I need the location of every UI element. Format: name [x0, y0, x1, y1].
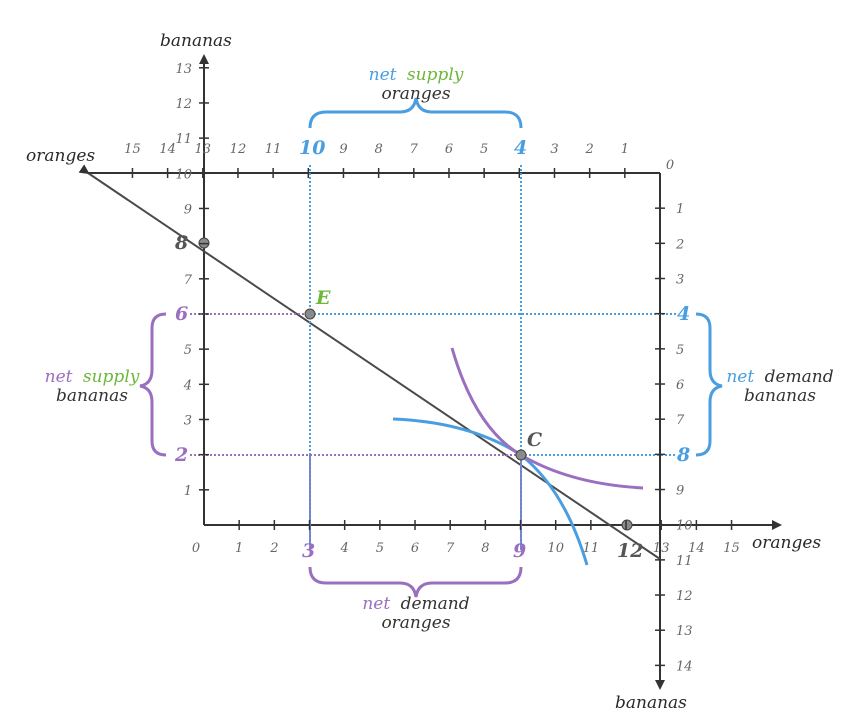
brace-right-word-net: net	[726, 367, 754, 387]
axis-title-bananas-top: bananas	[160, 31, 232, 51]
bottom-ticks: 0 1 2 4 5 6 7 8 10 11 13 14 15	[192, 520, 740, 556]
tick-label-right-9: 9	[676, 484, 684, 499]
value-top-10: 10	[299, 137, 325, 159]
brace-left	[139, 312, 167, 457]
value-top-4: 4	[514, 137, 527, 159]
axis-title-oranges-left: oranges	[26, 146, 95, 166]
tick-label-bottom-0: 0	[192, 541, 200, 556]
brace-right	[695, 312, 723, 457]
tick-label-top-1: 1	[621, 142, 629, 157]
tick-label-left-11: 11	[175, 132, 192, 147]
tick-label-left-5: 5	[184, 343, 192, 358]
tick-label-top-13: 13	[195, 142, 212, 157]
tick-label-bottom-7: 7	[446, 541, 455, 556]
point-c	[515, 449, 527, 461]
tick-label-top-9: 9	[339, 142, 347, 157]
tick-label-bottom-14: 14	[688, 541, 705, 556]
tick-label-bottom-11: 11	[583, 541, 600, 556]
tick-label-right-11: 11	[676, 554, 693, 569]
tick-label-left-9: 9	[184, 202, 192, 217]
tick-label-right-14: 14	[676, 659, 693, 674]
tick-label-bottom-15: 15	[723, 541, 740, 556]
value-bottom-9: 9	[513, 540, 526, 562]
brace-left-word-net: net	[45, 367, 73, 387]
tick-label-bottom-4: 4	[340, 541, 349, 556]
tick-label-bottom-2: 2	[269, 541, 278, 556]
tick-label-top-11: 11	[265, 142, 282, 157]
tick-label-left-10: 10	[175, 167, 192, 182]
axis-title-bananas-bottom: bananas	[615, 693, 687, 713]
tick-label-top-6: 6	[445, 142, 453, 157]
brace-top-label-line1: net supply	[369, 65, 464, 85]
budget-line	[78, 164, 661, 560]
tick-label-left-3: 3	[184, 413, 192, 428]
tick-label-bottom-8: 8	[481, 541, 489, 556]
tick-label-top-2: 2	[585, 142, 594, 157]
tick-label-left-4: 4	[183, 378, 192, 393]
dotted-guides	[190, 165, 676, 550]
brace-left-label-line2: bananas	[56, 386, 128, 406]
tick-label-right-10: 10	[676, 519, 693, 534]
tick-label-left-7: 7	[184, 273, 193, 288]
tick-label-top-8: 8	[374, 142, 382, 157]
tick-label-bottom-10: 10	[547, 541, 564, 556]
tick-label-top-15: 15	[124, 142, 141, 157]
value-left-6: 6	[175, 303, 188, 325]
tick-label-left-13: 13	[175, 62, 192, 77]
brace-bottom-word-net: net	[362, 594, 390, 614]
brace-top-label-line2: oranges	[381, 84, 450, 104]
brace-top-word-net: net	[369, 65, 397, 85]
tick-label-right-13: 13	[676, 624, 693, 639]
tick-label-right-12: 12	[676, 589, 693, 604]
tick-label-top-14: 14	[159, 142, 176, 157]
tick-label-right-5: 5	[676, 343, 684, 358]
brace-right-label-line1: net demand	[726, 367, 833, 387]
tick-label-top-5: 5	[480, 142, 488, 157]
value-bottom-12: 12	[617, 540, 643, 562]
tick-label-top-3: 3	[550, 142, 558, 157]
tick-label-top-0: 0	[666, 158, 674, 173]
tick-label-bottom-13: 13	[653, 541, 670, 556]
value-right-4: 4	[677, 303, 690, 325]
tick-label-left-12: 12	[175, 97, 192, 112]
label-point-e: E	[315, 287, 331, 309]
brace-right-label-line2: bananas	[744, 386, 816, 406]
tick-label-right-1: 1	[676, 202, 684, 217]
tick-label-left-1: 1	[184, 484, 192, 499]
brace-bottom-label-line1: net demand	[362, 594, 469, 614]
tick-label-top-12: 12	[230, 142, 247, 157]
point-e	[304, 308, 316, 320]
brace-bottom-word-demand: demand	[401, 594, 470, 614]
value-right-8: 8	[676, 444, 690, 466]
brace-bottom	[308, 566, 523, 598]
value-left-2: 2	[174, 444, 188, 466]
value-left-8: 8	[174, 232, 188, 254]
point-12-on-axis	[621, 519, 633, 531]
top-ticks: 15 14 13 12 11 9 8 7 6 5 3 2 1 0	[124, 142, 674, 178]
tick-label-right-3: 3	[676, 273, 684, 288]
axis-title-oranges-right: oranges	[752, 533, 821, 553]
tick-label-top-7: 7	[410, 142, 419, 157]
brace-right-word-demand: demand	[765, 367, 834, 387]
brace-left-word-supply: supply	[83, 367, 140, 387]
tick-label-bottom-5: 5	[376, 541, 384, 556]
brace-left-label-line1: net supply	[45, 367, 140, 387]
tick-label-bottom-1: 1	[235, 541, 243, 556]
tick-label-right-6: 6	[676, 378, 684, 393]
tick-label-bottom-6: 6	[411, 541, 419, 556]
value-bottom-3: 3	[302, 540, 315, 562]
tick-label-right-7: 7	[676, 413, 685, 428]
brace-top-word-supply: supply	[407, 65, 464, 85]
brace-bottom-label-line2: oranges	[381, 613, 450, 633]
indifference-curve-purple	[450, 347, 644, 490]
tick-label-right-2: 2	[675, 237, 684, 252]
label-point-c: C	[527, 429, 542, 451]
brace-top	[308, 97, 523, 129]
